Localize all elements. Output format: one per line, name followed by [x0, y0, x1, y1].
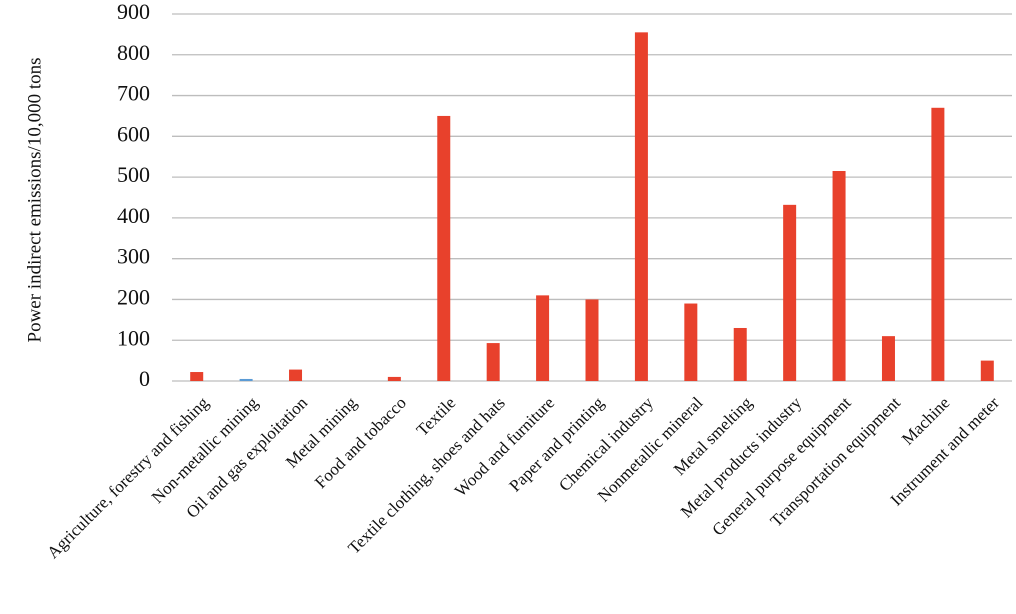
bar: [980, 360, 994, 381]
bar: [881, 336, 895, 381]
bar: [387, 376, 401, 381]
y-tick-label: 900: [117, 0, 150, 24]
bar: [437, 115, 451, 381]
bar: [585, 299, 599, 381]
y-tick-label: 500: [117, 162, 150, 187]
x-tick-label: Food and tobacco: [311, 393, 410, 492]
bar: [289, 369, 303, 381]
bar: [832, 170, 846, 381]
bar: [684, 303, 698, 381]
bar: [190, 372, 204, 381]
y-tick-label: 300: [117, 244, 150, 269]
y-tick-label: 0: [139, 366, 150, 391]
y-tick-label: 600: [117, 121, 150, 146]
bar: [536, 295, 550, 381]
bar: [486, 343, 500, 381]
y-axis-title: Power indirect emissions/10,000 tons: [24, 58, 45, 343]
bar: [931, 107, 945, 382]
bar: [783, 204, 797, 381]
bar: [239, 378, 253, 381]
y-tick-label: 100: [117, 325, 150, 350]
bar: [733, 327, 747, 381]
y-tick-label: 400: [117, 203, 150, 228]
bar: [634, 32, 648, 381]
y-tick-label: 200: [117, 284, 150, 309]
y-tick-label: 800: [117, 40, 150, 65]
y-tick-label: 700: [117, 81, 150, 106]
x-tick-label: Textile: [413, 393, 460, 440]
